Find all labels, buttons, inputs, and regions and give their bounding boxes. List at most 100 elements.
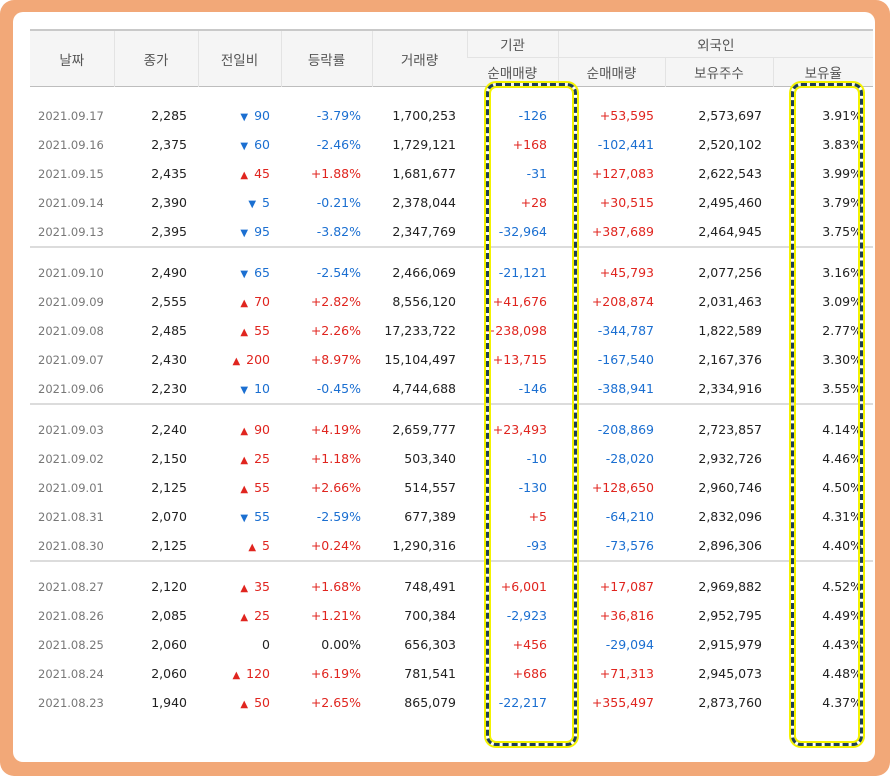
table-row: 2021.08.23 1,940 ▲ 50 +2.65% 865,079 -22,217 +3… [30, 688, 873, 717]
cell-foreign-shares: 2,832,096 [698, 509, 762, 524]
cell-inst-net: -22,217 [498, 695, 547, 710]
col-date: 날짜 [30, 30, 114, 87]
cell-foreign-ratio: 3.55% [822, 381, 863, 396]
cell-change: ▼ 90 [198, 101, 281, 130]
cell-volume: 656,303 [404, 637, 456, 652]
table-header: 날짜 종가 전일비 등락률 거래량 기관 외국인 순매매량 순매매량 보유주수 … [30, 30, 874, 87]
cell-volume: 1,729,121 [392, 137, 456, 152]
cell-inst-net: +13,715 [492, 352, 547, 367]
triangle-down-icon: ▼ [240, 513, 249, 524]
col-group-foreign: 외국인 [557, 30, 874, 58]
triangle-down-icon: ▼ [240, 385, 249, 396]
cell-foreign-ratio: 4.14% [822, 422, 863, 437]
cell-rate: +1.21% [310, 608, 361, 623]
cell-change-value: 55 [254, 323, 270, 338]
cell-foreign-net: -28,020 [605, 451, 654, 466]
cell-volume: 1,681,677 [392, 166, 456, 181]
cell-close: 2,395 [151, 224, 187, 239]
cell-close: 2,085 [151, 608, 187, 623]
cell-change: ▲ 25 [198, 601, 281, 630]
cell-close: 2,070 [151, 509, 187, 524]
triangle-up-icon: ▲ [240, 455, 249, 466]
cell-foreign-net: +17,087 [599, 579, 654, 594]
col-foreign-shares: 보유주수 [664, 57, 773, 87]
cell-date: 2021.09.01 [38, 480, 104, 495]
cell-inst-net: +168 [512, 137, 547, 152]
cell-foreign-ratio: 3.83% [822, 137, 863, 152]
cell-change: ▲ 5 [198, 531, 281, 561]
cell-date: 2021.09.03 [38, 422, 104, 437]
cell-foreign-net: -388,941 [597, 381, 654, 396]
cell-change-value: 10 [254, 381, 270, 396]
cell-foreign-shares: 2,932,726 [698, 451, 762, 466]
cell-volume: 17,233,722 [384, 323, 456, 338]
cell-change-value: 120 [246, 666, 270, 681]
cell-change: ▲ 55 [198, 316, 281, 345]
cell-rate: -2.59% [316, 509, 361, 524]
triangle-up-icon: ▲ [240, 583, 249, 594]
cell-foreign-ratio: 4.37% [822, 695, 863, 710]
cell-close: 2,430 [151, 352, 187, 367]
triangle-up-icon: ▲ [240, 699, 249, 710]
cell-volume: 748,491 [404, 579, 456, 594]
cell-date: 2021.08.26 [38, 608, 104, 623]
cell-volume: 2,378,044 [392, 195, 456, 210]
cell-change: 0 [198, 630, 281, 659]
cell-foreign-shares: 2,915,979 [698, 637, 762, 652]
cell-rate: +2.66% [310, 480, 361, 495]
cell-foreign-shares: 2,077,256 [698, 265, 762, 280]
cell-volume: 677,389 [404, 509, 456, 524]
triangle-up-icon: ▲ [240, 612, 249, 623]
trading-table-panel: 날짜 종가 전일비 등락률 거래량 기관 외국인 순매매량 순매매량 보유주수 … [13, 12, 875, 762]
table-row: 2021.09.07 2,430 ▲ 200 +8.97% 15,104,497 +13,7… [30, 345, 873, 374]
cell-volume: 503,340 [404, 451, 456, 466]
cell-foreign-net: +355,497 [591, 695, 654, 710]
cell-date: 2021.09.16 [38, 137, 104, 152]
cell-inst-net: +238,098 [484, 323, 547, 338]
cell-inst-net: -93 [526, 538, 547, 553]
cell-foreign-net: +30,515 [599, 195, 654, 210]
cell-change: ▲ 90 [198, 415, 281, 444]
cell-rate: -0.21% [316, 195, 361, 210]
cell-rate: -2.54% [316, 265, 361, 280]
cell-foreign-net: +127,083 [591, 166, 654, 181]
triangle-up-icon: ▲ [240, 170, 249, 181]
cell-foreign-shares: 2,495,460 [698, 195, 762, 210]
cell-change-value: 35 [254, 579, 270, 594]
cell-foreign-shares: 2,334,916 [698, 381, 762, 396]
cell-change-value: 90 [254, 422, 270, 437]
table-row: 2021.08.30 2,125 ▲ 5 +0.24% 1,290,316 -93 -73,5… [30, 531, 873, 561]
cell-close: 2,120 [151, 579, 187, 594]
cell-foreign-shares: 2,520,102 [698, 137, 762, 152]
cell-change-value: 60 [254, 137, 270, 152]
cell-inst-net: -10 [526, 451, 547, 466]
cell-foreign-shares: 2,031,463 [698, 294, 762, 309]
cell-foreign-net: +71,313 [599, 666, 654, 681]
cell-inst-net: -126 [518, 108, 547, 123]
cell-close: 2,285 [151, 108, 187, 123]
cell-foreign-net: -64,210 [605, 509, 654, 524]
cell-close: 2,555 [151, 294, 187, 309]
table-row: 2021.09.09 2,555 ▲ 70 +2.82% 8,556,120 +41,676… [30, 287, 873, 316]
cell-change-value: 65 [254, 265, 270, 280]
group-separator [30, 560, 874, 572]
cell-volume: 1,290,316 [392, 538, 456, 553]
triangle-down-icon: ▼ [248, 199, 257, 210]
cell-foreign-shares: 2,960,746 [698, 480, 762, 495]
cell-date: 2021.08.23 [38, 695, 104, 710]
cell-volume: 4,744,688 [392, 381, 456, 396]
cell-rate: +1.18% [310, 451, 361, 466]
cell-foreign-shares: 2,945,073 [698, 666, 762, 681]
col-rate: 등락률 [280, 30, 372, 87]
table-row: 2021.08.31 2,070 ▼ 55 -2.59% 677,389 +5 -64,210… [30, 502, 873, 531]
cell-foreign-shares: 2,873,760 [698, 695, 762, 710]
cell-volume: 1,700,253 [392, 108, 456, 123]
cell-foreign-net: +208,874 [591, 294, 654, 309]
cell-foreign-ratio: 3.16% [822, 265, 863, 280]
cell-date: 2021.08.30 [38, 538, 104, 553]
cell-change: ▼ 95 [198, 217, 281, 247]
cell-foreign-ratio: 4.40% [822, 538, 863, 553]
cell-change-value: 200 [246, 352, 270, 367]
cell-foreign-shares: 2,622,543 [698, 166, 762, 181]
cell-close: 2,390 [151, 195, 187, 210]
